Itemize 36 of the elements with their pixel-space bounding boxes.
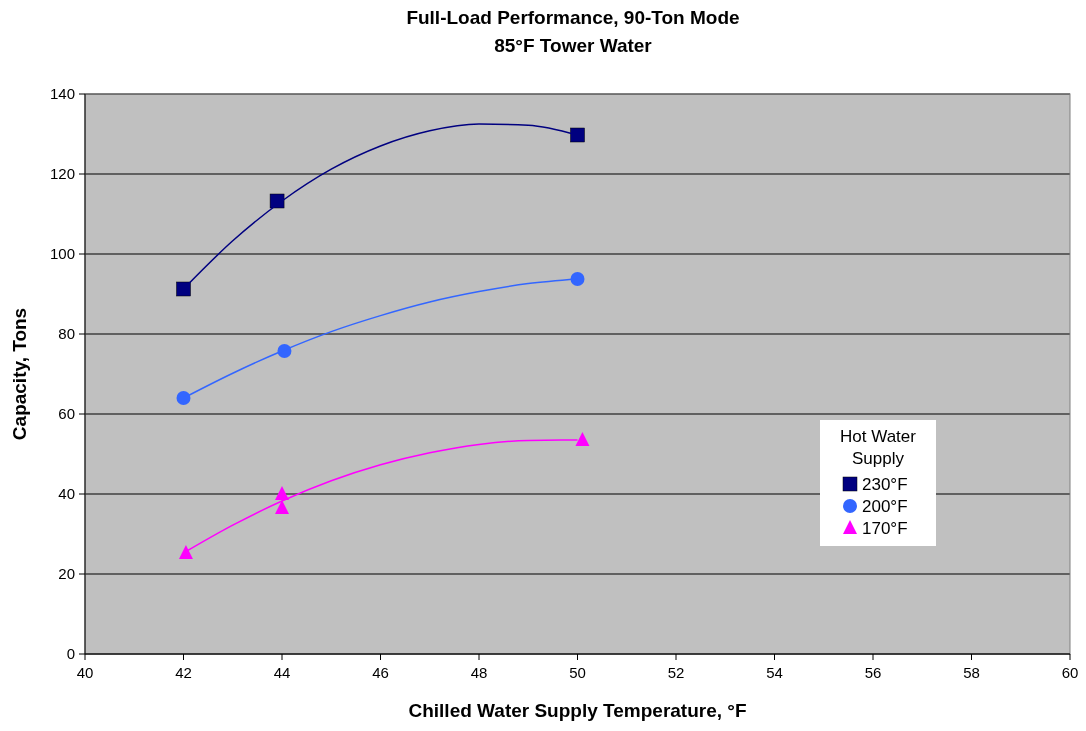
legend-title: Hot Water Supply [840, 427, 917, 468]
y-tick-label: 140 [49, 85, 75, 102]
x-tick-label: 40 [76, 664, 94, 681]
chart-title: Full-Load Performance, 90-Ton Mode [406, 7, 740, 28]
point [275, 486, 289, 500]
point [570, 272, 585, 286]
y-tick-label: 80 [58, 325, 75, 342]
x-tick-label: 44 [273, 664, 291, 681]
point [570, 127, 585, 143]
point [178, 545, 193, 559]
x-tick-label: 46 [372, 664, 389, 681]
y-axis-title: Capacity, Tons [9, 307, 30, 441]
point [575, 432, 590, 446]
x-axis-title: Chilled Water Supply Temperature, °F [408, 700, 747, 721]
x-tick-label: 56 [864, 664, 882, 681]
x-tick-label: 52 [667, 664, 685, 681]
x-tick-label: 48 [470, 664, 488, 681]
point [176, 281, 191, 297]
point [275, 500, 289, 514]
x-tick-label: 58 [963, 664, 980, 681]
y-tick-label: 100 [49, 245, 75, 262]
x-tick-label: 42 [175, 664, 192, 681]
x-tick-label: 60 [1061, 664, 1079, 681]
point [176, 391, 191, 405]
y-tick-label: 40 [58, 485, 75, 502]
x-tick-label: 50 [569, 664, 586, 681]
point [269, 193, 285, 209]
y-tick-label: 120 [49, 165, 75, 182]
x-tick-label: 54 [766, 664, 783, 681]
chart-subtitle: 85°F Tower Water [494, 35, 653, 56]
y-tick-label: 20 [58, 565, 75, 582]
legend-label: 200°F [862, 497, 908, 516]
legend-label: 170°F [862, 519, 908, 538]
y-tick-label: 0 [66, 645, 75, 662]
legend-label: 230°F [862, 475, 908, 494]
y-tick-label: 60 [58, 405, 75, 422]
